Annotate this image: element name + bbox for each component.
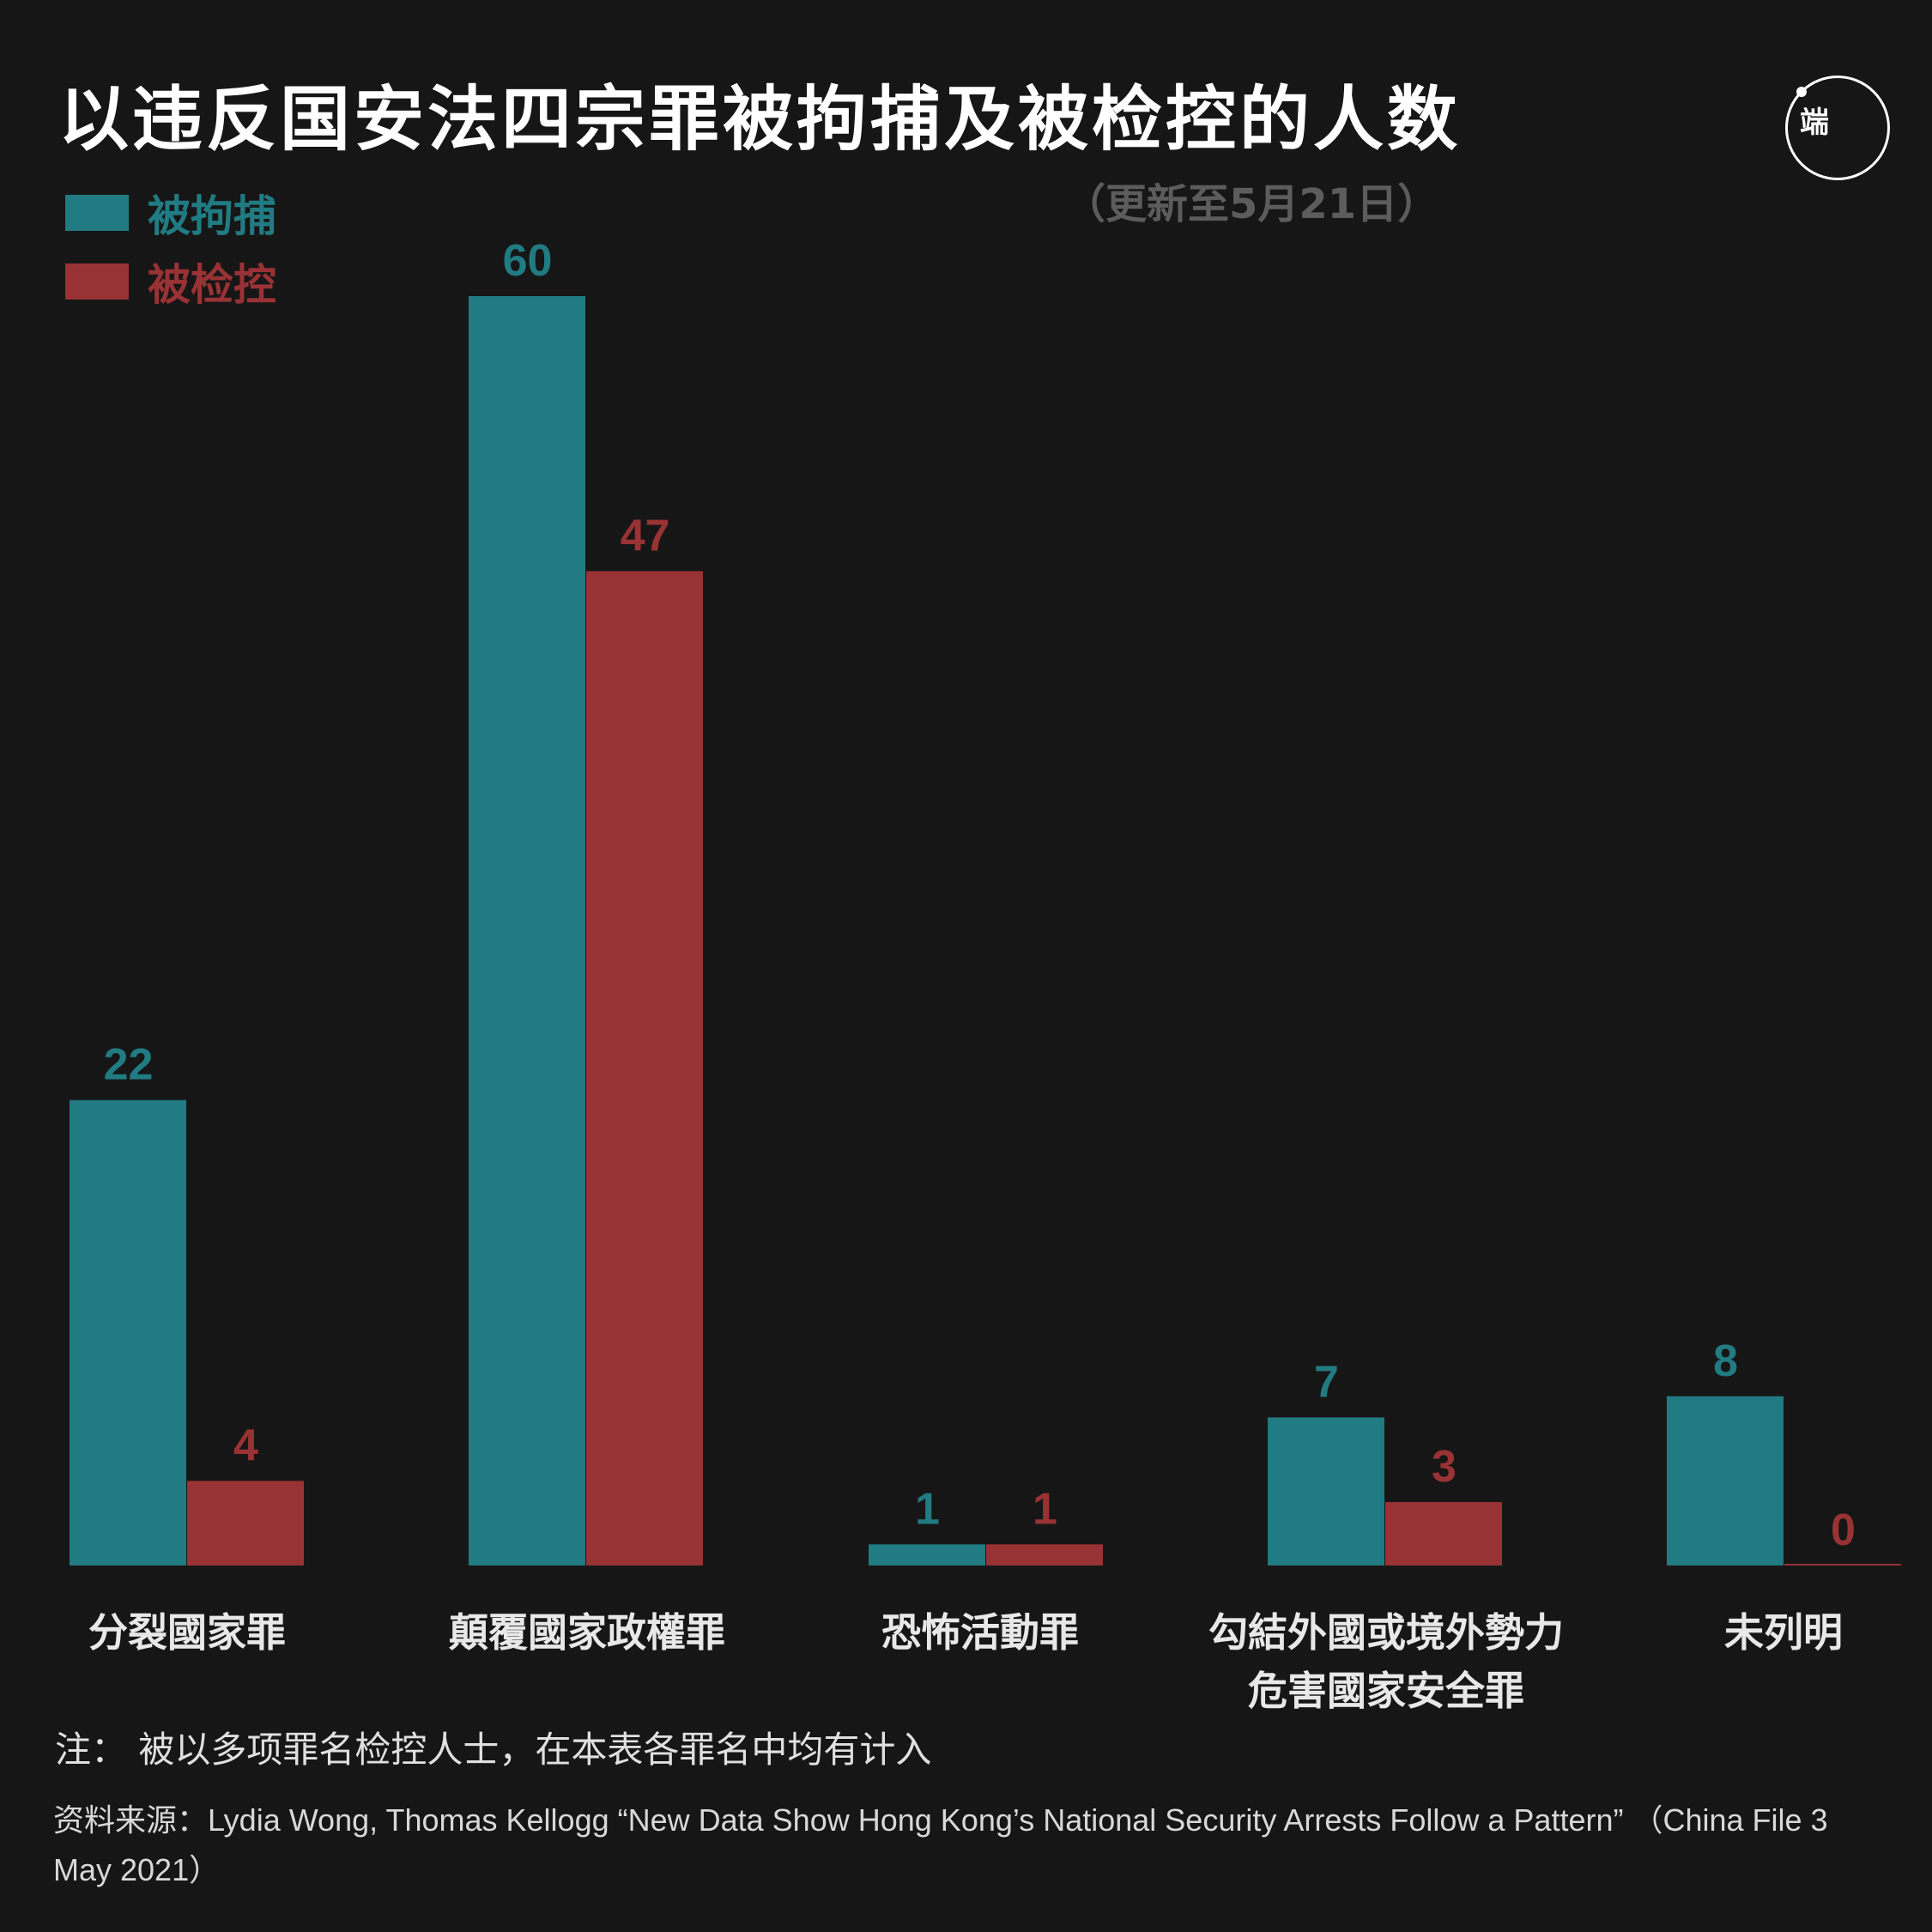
chart-subtitle: （更新至5月21日）	[1064, 180, 1439, 228]
bar-arrest-4	[1667, 1396, 1784, 1566]
category-label-0: 分裂國家罪	[88, 1609, 286, 1656]
legend-item-charge: 被检控	[65, 247, 276, 316]
footnote: 注： 被以多项罪名检控人士，在本表各罪名中均有计入	[55, 1729, 932, 1771]
data-label-charge-0: 4	[233, 1420, 258, 1470]
bar-chart: 22 60 1 7 8 4 47 1 3 0 分裂國家罪 顛覆國家政權罪 恐怖活動罪 勾結外國或境外勢力危…	[70, 236, 1901, 1714]
initium-logo: 端	[1785, 76, 1890, 180]
category-label-3: 勾結外國或境外勢力	[1208, 1609, 1564, 1656]
data-label-charge-3: 3	[1432, 1442, 1457, 1492]
legend-item-arrest: 被拘捕	[65, 179, 276, 247]
bar-charge-2	[986, 1544, 1103, 1566]
bar-arrest-2	[869, 1544, 985, 1566]
data-label-arrest-3: 7	[1314, 1357, 1339, 1407]
data-label-arrest-2: 1	[915, 1484, 940, 1534]
data-label-arrest-0: 22	[104, 1040, 154, 1090]
bar-arrest-1	[469, 296, 585, 1566]
legend-swatch-arrest	[65, 195, 129, 231]
bar-charge-0	[187, 1481, 304, 1566]
category-label-4: 未列明	[1724, 1609, 1843, 1656]
chart-title: 以违反国安法四宗罪被拘捕及被检控的人数	[58, 79, 1462, 160]
legend: 被拘捕 被检控	[65, 179, 276, 316]
category-label-1: 顛覆國家政權罪	[449, 1609, 725, 1656]
legend-label-charge: 被检控	[148, 260, 276, 310]
logo-dot	[1796, 87, 1807, 97]
bar-charge-4	[1784, 1564, 1901, 1566]
bar-charge-1	[586, 571, 703, 1566]
bar-charge-3	[1385, 1502, 1502, 1566]
logo-text: 端	[1800, 106, 1829, 140]
bar-arrest-3	[1268, 1417, 1384, 1566]
data-label-charge-4: 0	[1831, 1505, 1856, 1555]
data-label-charge-1: 47	[621, 511, 670, 560]
category-label-2: 恐怖活動罪	[881, 1609, 1079, 1656]
legend-label-arrest: 被拘捕	[148, 191, 276, 241]
category-label-3: 危害國家安全罪	[1248, 1668, 1524, 1714]
bar-arrest-0	[70, 1099, 186, 1566]
data-label-arrest-4: 8	[1713, 1336, 1738, 1386]
source-credit: 资料来源：Lydia Wong, Thomas Kellogg “New Dat…	[53, 1802, 1828, 1887]
legend-swatch-charge	[65, 263, 129, 300]
data-label-arrest-1: 60	[503, 236, 553, 286]
data-label-charge-2: 1	[1033, 1484, 1057, 1534]
